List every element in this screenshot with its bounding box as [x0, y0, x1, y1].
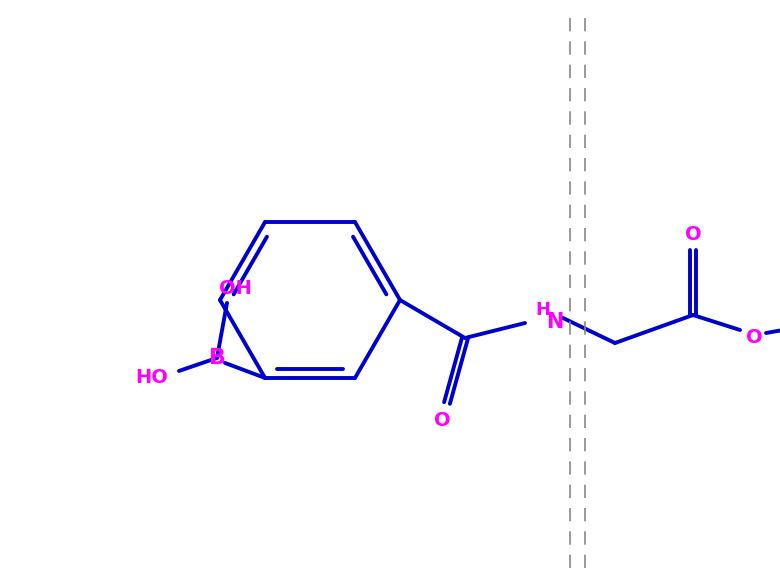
Text: OH: OH	[218, 279, 251, 299]
Text: N: N	[546, 312, 564, 332]
Text: H: H	[536, 301, 551, 319]
Text: O: O	[434, 412, 450, 430]
Text: O: O	[685, 225, 701, 243]
Text: O: O	[746, 328, 762, 346]
Text: HO: HO	[136, 369, 168, 387]
Text: B: B	[208, 348, 225, 368]
